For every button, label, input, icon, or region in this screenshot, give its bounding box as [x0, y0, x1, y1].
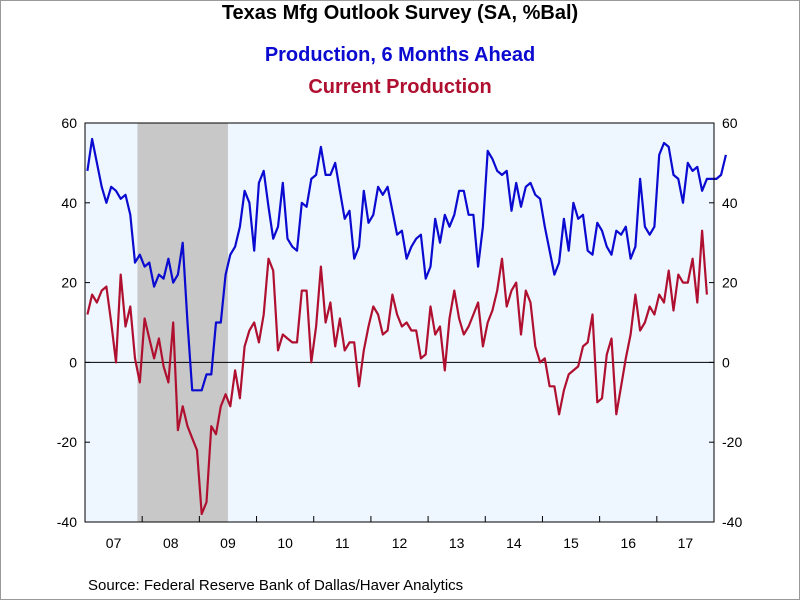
series-title-production-6m: Production, 6 Months Ahead — [264, 44, 536, 66]
y-tick-label-left: -20 — [57, 434, 77, 450]
x-tick-label: 07 — [106, 535, 122, 551]
y-tick-label-left: 0 — [69, 354, 77, 370]
x-tick-label: 08 — [163, 535, 179, 551]
y-tick-label-right: 60 — [722, 115, 738, 131]
y-tick-label-right: 0 — [722, 354, 730, 370]
x-tick-label: 13 — [449, 535, 465, 551]
chart-title: Texas Mfg Outlook Survey (SA, %Bal) — [221, 2, 579, 24]
y-tick-label-left: 40 — [61, 195, 77, 211]
y-tick-label-left: 60 — [61, 115, 77, 131]
series-line-production-6m — [86, 137, 727, 392]
x-tick-label: 12 — [392, 535, 408, 551]
source-note: Source: Federal Reserve Bank of Dallas/H… — [88, 577, 464, 594]
plot-border — [84, 122, 715, 523]
x-tick-label: 11 — [335, 535, 350, 551]
recession-shading — [137, 123, 228, 522]
series-line-current-production — [86, 229, 708, 516]
x-tick-label: 17 — [678, 535, 694, 551]
x-tick-label: 09 — [220, 535, 236, 551]
x-tick-label: 10 — [277, 535, 293, 551]
series-title-current-production: Current Production — [308, 76, 492, 98]
y-tick-label-left: 20 — [61, 275, 77, 291]
x-tick-label: 14 — [506, 535, 522, 551]
x-tick-label: 15 — [563, 535, 579, 551]
y-tick-label-right: 40 — [722, 195, 738, 211]
y-tick-label-right: -40 — [722, 514, 742, 530]
y-tick-label-right: 20 — [722, 275, 738, 291]
y-tick-label-left: -40 — [57, 514, 77, 530]
x-tick-label: 16 — [620, 535, 636, 551]
y-tick-label-right: -20 — [722, 434, 742, 450]
